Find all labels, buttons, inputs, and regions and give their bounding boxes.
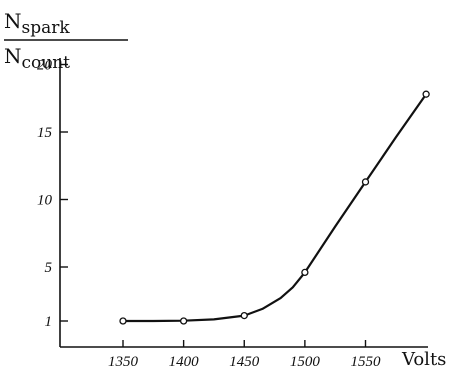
- y-tick-label: 15: [37, 125, 53, 141]
- data-point: [119, 317, 127, 325]
- data-point: [240, 311, 248, 320]
- x-ticks: 1350 1400 1450 1500 1550: [108, 340, 381, 370]
- y-label-numerator: N: [4, 9, 22, 33]
- y-tick-label: 20: [37, 58, 53, 74]
- y-axis-label: Nspark Ncount: [4, 9, 128, 73]
- x-tick-label: 1450: [229, 354, 260, 370]
- data-point: [179, 317, 188, 325]
- x-axis-unit: Volts: [401, 349, 446, 370]
- data-point: [361, 178, 370, 186]
- x-tick-label: 1400: [169, 354, 200, 370]
- y-label-denominator-sub: count: [22, 53, 71, 73]
- svg-text:Ncount: Ncount: [4, 44, 70, 73]
- data-points: [119, 90, 430, 325]
- x-tick-label: 1550: [351, 354, 382, 370]
- y-label-denominator: N: [4, 44, 22, 68]
- y-label-numerator-sub: spark: [22, 18, 71, 38]
- data-point: [422, 90, 430, 98]
- data-point: [301, 268, 309, 277]
- y-tick-label: 10: [37, 193, 53, 209]
- svg-text:Nspark: Nspark: [4, 9, 70, 38]
- y-tick-label: 5: [45, 260, 53, 276]
- y-tick-label: 1: [45, 314, 53, 330]
- x-tick-label: 1500: [290, 354, 321, 370]
- series-line: [121, 93, 428, 323]
- x-tick-label: 1350: [108, 354, 139, 370]
